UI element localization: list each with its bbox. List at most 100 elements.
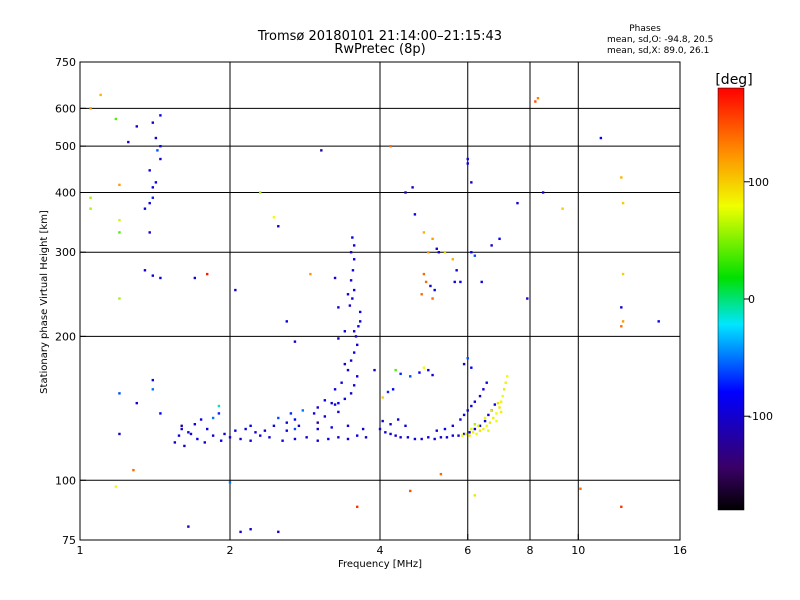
- data-point: [114, 117, 118, 121]
- data-point: [143, 269, 147, 272]
- data-point: [205, 272, 209, 276]
- data-point: [346, 437, 350, 441]
- data-point: [431, 237, 434, 241]
- data-point: [406, 436, 410, 439]
- data-point: [466, 162, 469, 165]
- data-point: [443, 251, 447, 254]
- data-point: [205, 427, 209, 431]
- data-point: [492, 416, 495, 420]
- y-tick-label: 600: [55, 102, 76, 115]
- data-point: [330, 426, 333, 429]
- data-point: [466, 357, 469, 360]
- data-point: [499, 400, 503, 403]
- data-point: [333, 388, 337, 391]
- data-point: [435, 429, 438, 432]
- data-point: [156, 149, 159, 152]
- data-point: [478, 424, 482, 428]
- colorbar-tick-label: -100: [748, 410, 773, 423]
- data-point: [439, 472, 443, 476]
- data-point: [471, 431, 475, 434]
- data-point: [435, 247, 438, 250]
- data-point: [89, 196, 92, 199]
- stats-o-line: mean, sd,O: -94.8, 20.5: [607, 35, 713, 45]
- chart-subtitle: RwPretec (8p): [334, 42, 425, 57]
- data-point: [228, 436, 232, 439]
- data-point: [473, 254, 477, 257]
- data-point: [159, 157, 162, 161]
- data-point: [277, 225, 280, 228]
- chart-title: Tromsø 20180101 21:14:00–21:15:43: [257, 29, 502, 44]
- data-point: [384, 431, 387, 434]
- data-point: [297, 424, 301, 428]
- data-point: [378, 427, 382, 431]
- data-point: [411, 186, 414, 189]
- y-tick-label: 75: [62, 534, 76, 547]
- data-point: [349, 392, 353, 395]
- data-point: [254, 431, 257, 434]
- data-point: [536, 96, 540, 100]
- data-point: [346, 424, 350, 428]
- data-point: [355, 343, 359, 347]
- data-point: [502, 388, 506, 391]
- data-point: [470, 366, 473, 369]
- data-point: [526, 297, 529, 300]
- data-point: [482, 388, 485, 391]
- data-point: [187, 525, 190, 528]
- data-point: [272, 216, 276, 219]
- data-point: [159, 114, 162, 117]
- data-point: [487, 429, 490, 432]
- data-point: [223, 432, 226, 436]
- data-point: [352, 258, 356, 261]
- colorbar: [717, 87, 745, 511]
- data-point: [349, 359, 353, 362]
- data-point: [498, 237, 501, 241]
- data-point: [355, 434, 359, 437]
- data-point: [159, 144, 162, 148]
- data-point: [89, 107, 92, 110]
- data-point: [305, 436, 308, 439]
- y-tick-label: 300: [55, 246, 76, 259]
- y-axis-label: Stationary phase Virtual Height [km]: [39, 210, 50, 394]
- data-point: [470, 251, 473, 254]
- data-point: [473, 423, 477, 426]
- stats-x-line: mean, sd,X: 89.0, 26.1: [607, 46, 709, 56]
- data-point: [482, 427, 485, 431]
- data-point: [148, 231, 151, 234]
- data-point: [301, 409, 305, 412]
- data-point: [316, 439, 319, 442]
- data-point: [193, 276, 197, 280]
- data-point: [337, 337, 340, 340]
- data-point: [431, 297, 434, 300]
- data-point: [418, 371, 421, 374]
- data-point: [349, 279, 353, 282]
- x-tick-label: 6: [464, 544, 471, 557]
- data-point: [445, 436, 449, 439]
- data-point: [394, 368, 397, 372]
- data-point: [277, 530, 280, 534]
- data-point: [343, 397, 347, 401]
- data-point: [244, 427, 247, 431]
- data-point: [333, 276, 337, 280]
- x-axis-label: Frequency [MHz]: [338, 559, 422, 570]
- data-point: [462, 362, 466, 366]
- data-point: [485, 424, 488, 428]
- y-tick-label: 400: [55, 186, 76, 199]
- data-point: [154, 136, 158, 140]
- data-point: [386, 390, 390, 394]
- data-point: [217, 404, 221, 408]
- data-point: [132, 468, 135, 472]
- data-point: [348, 304, 352, 307]
- data-point: [285, 421, 288, 424]
- colorbar-tick-label: 100: [748, 176, 769, 189]
- data-point: [151, 121, 155, 124]
- data-point: [352, 288, 356, 292]
- data-point: [357, 325, 360, 328]
- stats-heading: Phases: [629, 24, 661, 34]
- data-point: [289, 412, 293, 415]
- data-point: [127, 140, 130, 144]
- data-point: [498, 406, 501, 409]
- data-point: [327, 437, 330, 441]
- data-point: [470, 404, 473, 408]
- data-point: [422, 272, 426, 276]
- data-point: [427, 368, 430, 372]
